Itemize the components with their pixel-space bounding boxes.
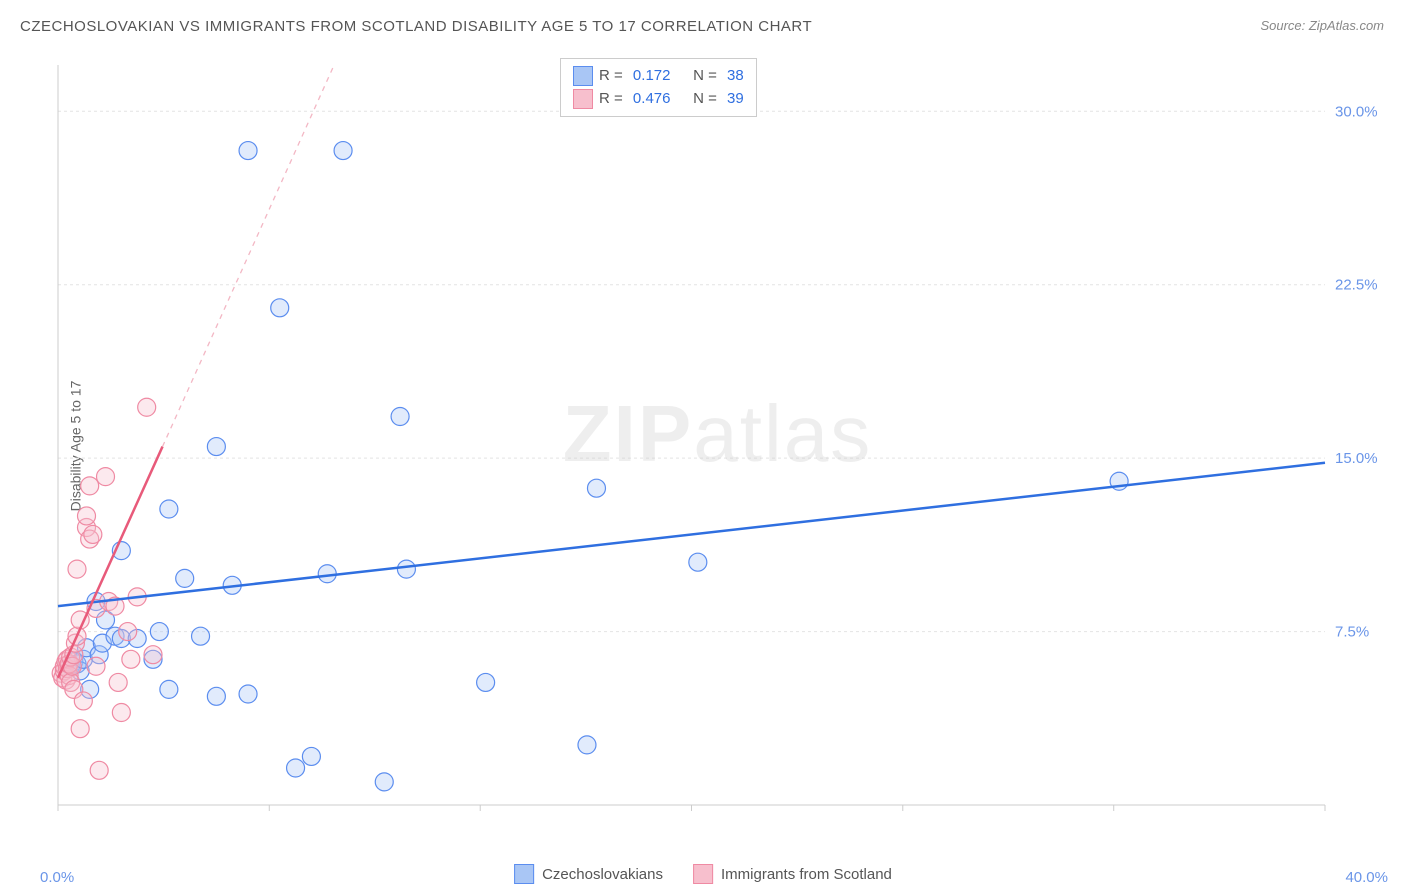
r-label: R = (599, 88, 623, 111)
data-point (160, 680, 178, 698)
data-point (207, 687, 225, 705)
data-point (138, 398, 156, 416)
legend-row: R = 0.172 N = 38 (573, 65, 744, 88)
correlation-legend: R = 0.172 N = 38R = 0.476 N = 39 (560, 58, 757, 117)
data-point (587, 479, 605, 497)
r-label: R = (599, 65, 623, 88)
data-point (150, 623, 168, 641)
legend-label: Czechoslovakians (542, 866, 663, 883)
chart-title: CZECHOSLOVAKIAN VS IMMIGRANTS FROM SCOTL… (20, 18, 812, 35)
y-tick-label: 22.5% (1335, 277, 1378, 294)
legend-swatch (573, 66, 593, 86)
data-point (375, 773, 393, 791)
y-tick-label: 15.0% (1335, 450, 1378, 467)
series-legend: Czechoslovakians Immigrants from Scotland (514, 864, 892, 884)
data-point (144, 646, 162, 664)
data-point (81, 477, 99, 495)
data-point (391, 408, 409, 426)
data-point (578, 736, 596, 754)
data-point (271, 299, 289, 317)
data-point (176, 569, 194, 587)
data-point (192, 627, 210, 645)
n-label: N = (685, 88, 717, 111)
legend-swatch (514, 864, 534, 884)
data-point (119, 623, 137, 641)
r-value: 0.172 (629, 65, 679, 88)
data-point (689, 553, 707, 571)
data-point (397, 560, 415, 578)
data-point (477, 673, 495, 691)
data-point (160, 500, 178, 518)
x-axis-min-label: 0.0% (40, 869, 74, 886)
trend-line (58, 463, 1325, 606)
data-point (287, 759, 305, 777)
data-point (122, 650, 140, 668)
data-point (71, 720, 89, 738)
y-tick-label: 7.5% (1335, 624, 1369, 641)
chart-area: 7.5%15.0%22.5%30.0% ZIPatlas (50, 55, 1385, 845)
trend-line-extension (163, 65, 335, 447)
y-tick-label: 30.0% (1335, 103, 1378, 120)
legend-item: Immigrants from Scotland (693, 864, 892, 884)
data-point (207, 438, 225, 456)
scatter-plot-svg: 7.5% 15.0% 22.5% 30.0% (50, 55, 1385, 845)
n-label: N = (685, 65, 717, 88)
data-point (68, 560, 86, 578)
data-point (78, 507, 96, 525)
r-value: 0.476 (629, 88, 679, 111)
data-point (84, 525, 102, 543)
source-attribution: Source: ZipAtlas.com (1260, 18, 1384, 33)
n-value: 38 (723, 65, 744, 88)
data-point (90, 761, 108, 779)
data-point (112, 704, 130, 722)
data-point (97, 468, 115, 486)
data-point (334, 142, 352, 160)
data-point (302, 747, 320, 765)
legend-swatch (693, 864, 713, 884)
legend-item: Czechoslovakians (514, 864, 663, 884)
data-point (74, 692, 92, 710)
data-point (109, 673, 127, 691)
legend-row: R = 0.476 N = 39 (573, 88, 744, 111)
data-point (239, 142, 257, 160)
n-value: 39 (723, 88, 744, 111)
data-point (239, 685, 257, 703)
x-axis-max-label: 40.0% (1345, 869, 1388, 886)
legend-label: Immigrants from Scotland (721, 866, 892, 883)
legend-swatch (573, 89, 593, 109)
data-point (87, 657, 105, 675)
